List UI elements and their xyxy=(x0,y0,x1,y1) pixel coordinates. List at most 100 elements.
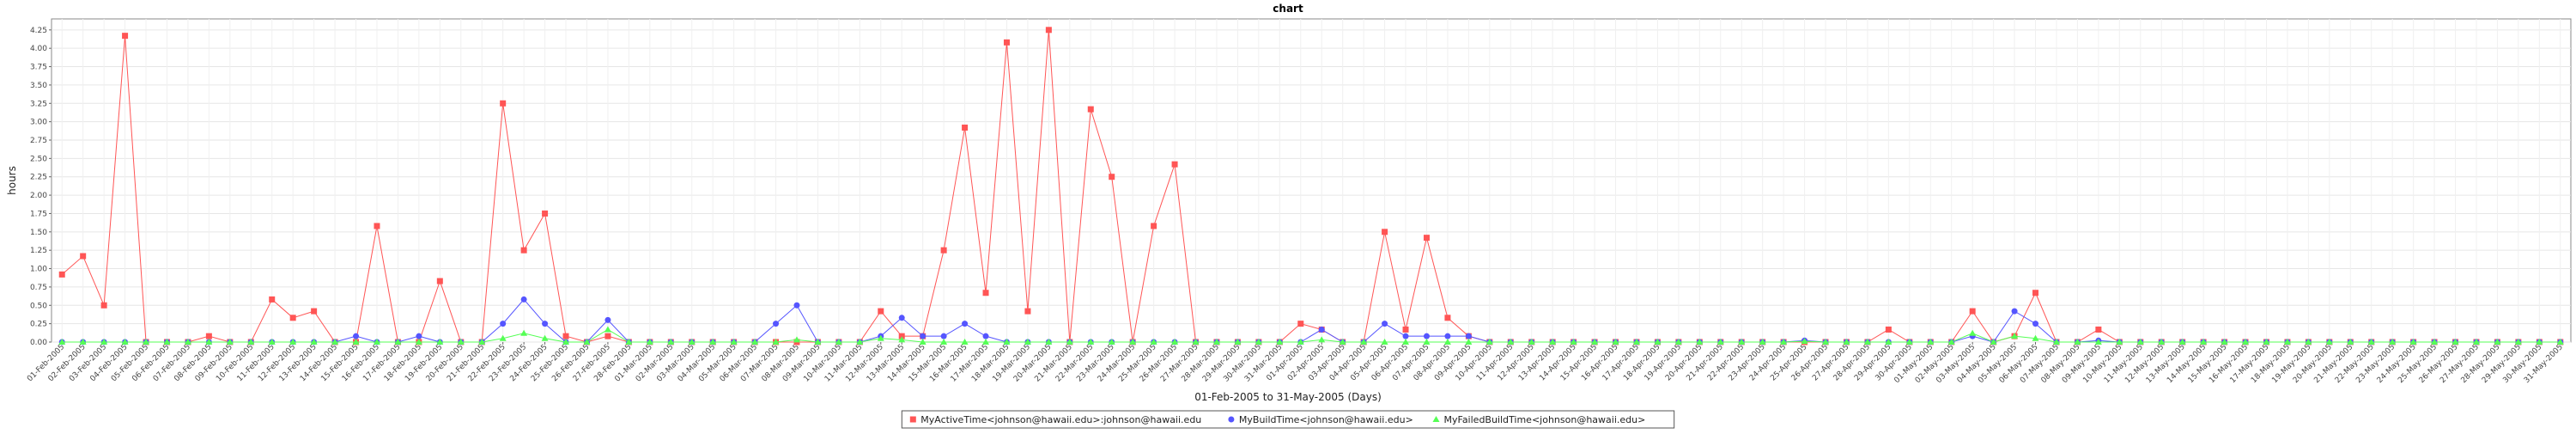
data-point xyxy=(562,339,570,345)
data-point xyxy=(2221,339,2228,345)
data-point xyxy=(625,339,633,345)
data-point xyxy=(1969,308,1976,315)
gridlines xyxy=(52,19,2571,343)
legend-marker xyxy=(1228,416,1235,423)
data-point xyxy=(2242,339,2250,345)
y-tick-label: 1.75 xyxy=(30,210,47,218)
y-tick-label: 4.00 xyxy=(30,45,47,53)
data-point xyxy=(751,339,759,345)
data-point xyxy=(1570,339,1577,345)
data-point xyxy=(226,339,234,345)
data-point xyxy=(1423,235,1430,241)
data-point xyxy=(184,339,191,345)
data-point xyxy=(919,339,927,345)
data-point xyxy=(1339,339,1346,345)
data-point xyxy=(773,321,780,327)
data-point xyxy=(205,339,213,345)
y-tick-label: 0.75 xyxy=(30,284,47,292)
data-point xyxy=(1276,339,1284,345)
data-point xyxy=(1465,339,1473,345)
data-point xyxy=(688,339,696,345)
data-point xyxy=(1402,339,1410,345)
data-point xyxy=(1990,339,1997,345)
data-point xyxy=(1382,321,1388,327)
data-point xyxy=(793,336,800,343)
data-point xyxy=(2283,339,2291,345)
data-point xyxy=(2158,339,2166,345)
legend-item: MyFailedBuildTime<johnson@hawaii.edu> xyxy=(1432,414,1645,425)
data-point xyxy=(1947,339,1955,345)
legend-label: MyBuildTime<johnson@hawaii.edu> xyxy=(1239,414,1413,425)
data-point xyxy=(2032,321,2039,327)
data-point xyxy=(1423,339,1431,345)
y-tick-label: 2.50 xyxy=(30,155,47,163)
data-point xyxy=(1045,27,1052,34)
data-point xyxy=(605,333,611,339)
data-point xyxy=(1927,339,1935,345)
data-point xyxy=(2305,339,2312,345)
data-point xyxy=(772,339,780,345)
y-tick-label: 2.00 xyxy=(30,192,47,200)
data-point xyxy=(1066,339,1073,345)
data-point xyxy=(2032,290,2039,296)
data-point xyxy=(982,290,989,296)
data-point xyxy=(2556,339,2564,345)
data-point xyxy=(2011,333,2019,339)
legend-item: MyActiveTime<johnson@hawaii.edu>:johnson… xyxy=(909,414,1201,425)
data-point xyxy=(80,253,87,260)
data-point xyxy=(2472,339,2480,345)
data-point xyxy=(1150,339,1157,345)
data-point xyxy=(2263,339,2270,345)
data-point xyxy=(289,315,296,321)
data-point xyxy=(289,339,297,345)
data-point xyxy=(247,339,255,345)
y-tick-label: 2.75 xyxy=(30,137,47,145)
series-line xyxy=(62,328,2561,343)
data-point xyxy=(562,333,569,339)
data-point xyxy=(982,333,989,339)
data-point xyxy=(1863,339,1871,345)
data-point xyxy=(1171,339,1179,345)
data-point xyxy=(1108,339,1115,345)
data-point xyxy=(962,124,969,131)
data-point xyxy=(605,316,611,323)
data-point xyxy=(2200,339,2208,345)
y-tick-label: 3.25 xyxy=(30,100,47,108)
y-tick-label: 1.50 xyxy=(30,229,47,237)
data-point xyxy=(730,339,738,345)
data-point xyxy=(1969,329,1977,336)
data-point xyxy=(374,223,380,229)
data-point xyxy=(1297,321,1304,327)
data-point xyxy=(1024,339,1031,345)
data-point xyxy=(1423,333,1430,339)
data-point xyxy=(269,296,276,303)
data-point xyxy=(1402,326,1409,333)
data-point xyxy=(1696,339,1704,345)
data-point xyxy=(2032,334,2039,341)
legend-item: MyBuildTime<johnson@hawaii.edu> xyxy=(1228,414,1413,425)
data-point xyxy=(542,321,549,327)
x-axis: 01-Feb-200502-Feb-200503-Feb-200504-Feb-… xyxy=(26,342,2565,385)
data-point xyxy=(2052,339,2060,345)
data-point xyxy=(436,278,443,284)
x-axis-label: 01-Feb-2005 to 31-May-2005 (Days) xyxy=(1194,391,1382,403)
data-point xyxy=(2074,339,2081,345)
data-point xyxy=(2514,339,2522,345)
data-point xyxy=(541,334,549,341)
y-axis-label: hours xyxy=(6,166,18,195)
data-point xyxy=(856,339,864,345)
data-point xyxy=(352,339,360,345)
data-point xyxy=(1632,339,1640,345)
data-point xyxy=(542,210,549,217)
data-point xyxy=(1003,39,1010,46)
plot-area xyxy=(51,18,2572,343)
y-tick-label: 4.25 xyxy=(30,27,47,35)
data-point xyxy=(1192,339,1200,345)
data-point xyxy=(415,339,422,345)
data-point xyxy=(1465,333,1472,339)
data-point xyxy=(1003,339,1011,345)
data-point xyxy=(1801,338,1808,345)
data-point xyxy=(2347,339,2354,345)
data-point xyxy=(1087,106,1094,113)
